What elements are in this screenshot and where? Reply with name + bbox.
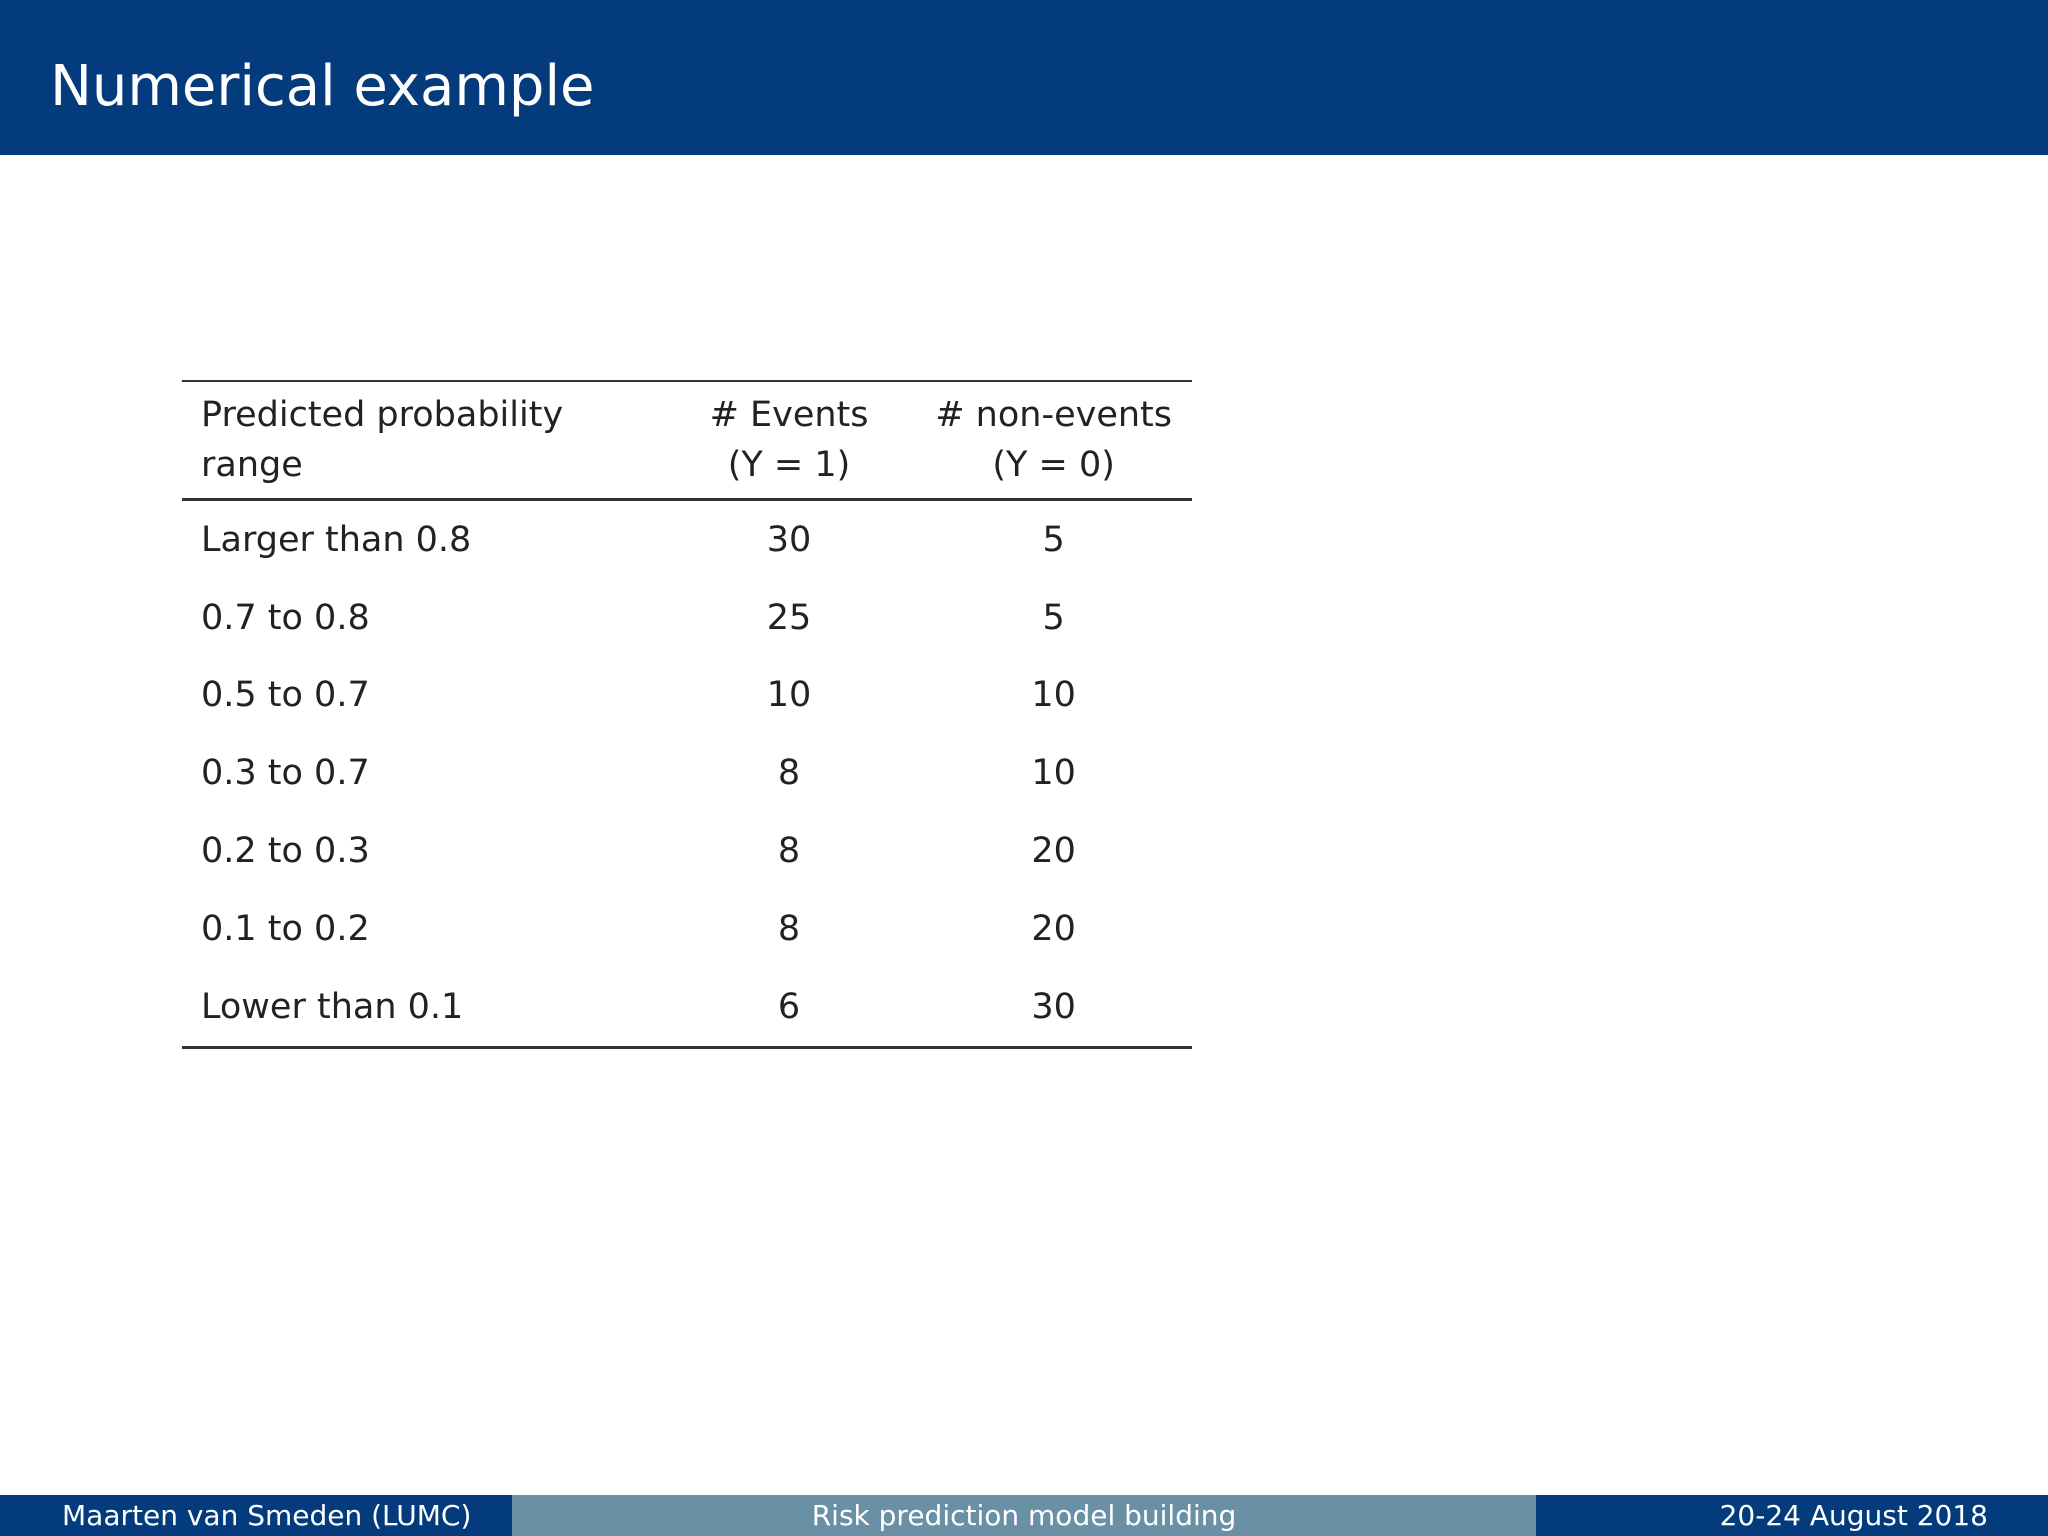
footer-course: Risk prediction model building bbox=[512, 1495, 1536, 1536]
cell-range: 0.1 to 0.2 bbox=[201, 908, 370, 949]
cell-events: 6 bbox=[777, 986, 801, 1027]
header-events: # Events (Y = 1) bbox=[663, 381, 915, 500]
cell-non-events: 10 bbox=[1031, 753, 1076, 794]
cell-events: 8 bbox=[777, 831, 801, 872]
header-range-line-2: range bbox=[201, 445, 303, 485]
cell-non-events: 5 bbox=[1042, 597, 1065, 638]
header-non-events: # non-events (Y = 0) bbox=[915, 381, 1192, 500]
cell-non-events: 30 bbox=[1031, 986, 1076, 1027]
cell-range: 0.3 to 0.7 bbox=[201, 753, 370, 794]
table-row: Lower than 0.1 6 30 bbox=[182, 968, 1192, 1048]
table-row: 0.2 to 0.3 8 20 bbox=[182, 812, 1192, 890]
footer: Maarten van Smeden (LUMC) Risk predictio… bbox=[0, 1495, 2048, 1536]
table-header: Predicted probability range # Events (Y … bbox=[182, 381, 1192, 500]
cell-non-events: 5 bbox=[1042, 519, 1065, 560]
probability-table: Predicted probability range # Events (Y … bbox=[182, 380, 1192, 1049]
cell-range: 0.7 to 0.8 bbox=[201, 597, 370, 638]
footer-author: Maarten van Smeden (LUMC) bbox=[0, 1495, 512, 1536]
header-events-line-2: (Y = 1) bbox=[727, 445, 851, 485]
cell-non-events: 20 bbox=[1031, 908, 1076, 949]
cell-range: Larger than 0.8 bbox=[201, 519, 472, 560]
table-row: 0.1 to 0.2 8 20 bbox=[182, 890, 1192, 968]
slide-title: Numerical example bbox=[50, 54, 595, 119]
footer-date: 20-24 August 2018 bbox=[1536, 1495, 2048, 1536]
header-non-events-line-1: # non-events bbox=[935, 395, 1172, 435]
table-row: 0.5 to 0.7 10 10 bbox=[182, 657, 1192, 735]
table-row: 0.3 to 0.7 8 10 bbox=[182, 734, 1192, 812]
header-bar: Numerical example bbox=[0, 0, 2048, 155]
table-body: Larger than 0.8 30 5 0.7 to 0.8 25 5 0.5… bbox=[182, 500, 1192, 1048]
cell-events: 25 bbox=[766, 597, 812, 638]
table-row: Larger than 0.8 30 5 bbox=[182, 500, 1192, 579]
table-header-row: Predicted probability range # Events (Y … bbox=[182, 381, 1192, 500]
header-range: Predicted probability range bbox=[182, 381, 663, 500]
cell-non-events: 20 bbox=[1031, 831, 1076, 872]
cell-events: 10 bbox=[766, 675, 812, 716]
table-row: 0.7 to 0.8 25 5 bbox=[182, 579, 1192, 657]
cell-range: 0.2 to 0.3 bbox=[201, 831, 370, 872]
cell-non-events: 10 bbox=[1031, 675, 1076, 716]
header-events-line-1: # Events bbox=[709, 395, 869, 435]
cell-events: 8 bbox=[777, 908, 801, 949]
cell-range: Lower than 0.1 bbox=[201, 986, 464, 1027]
header-range-line-1: Predicted probability bbox=[201, 395, 564, 435]
cell-range: 0.5 to 0.7 bbox=[201, 675, 370, 716]
header-non-events-line-2: (Y = 0) bbox=[992, 445, 1115, 485]
cell-events: 30 bbox=[766, 519, 812, 560]
cell-events: 8 bbox=[777, 753, 801, 794]
